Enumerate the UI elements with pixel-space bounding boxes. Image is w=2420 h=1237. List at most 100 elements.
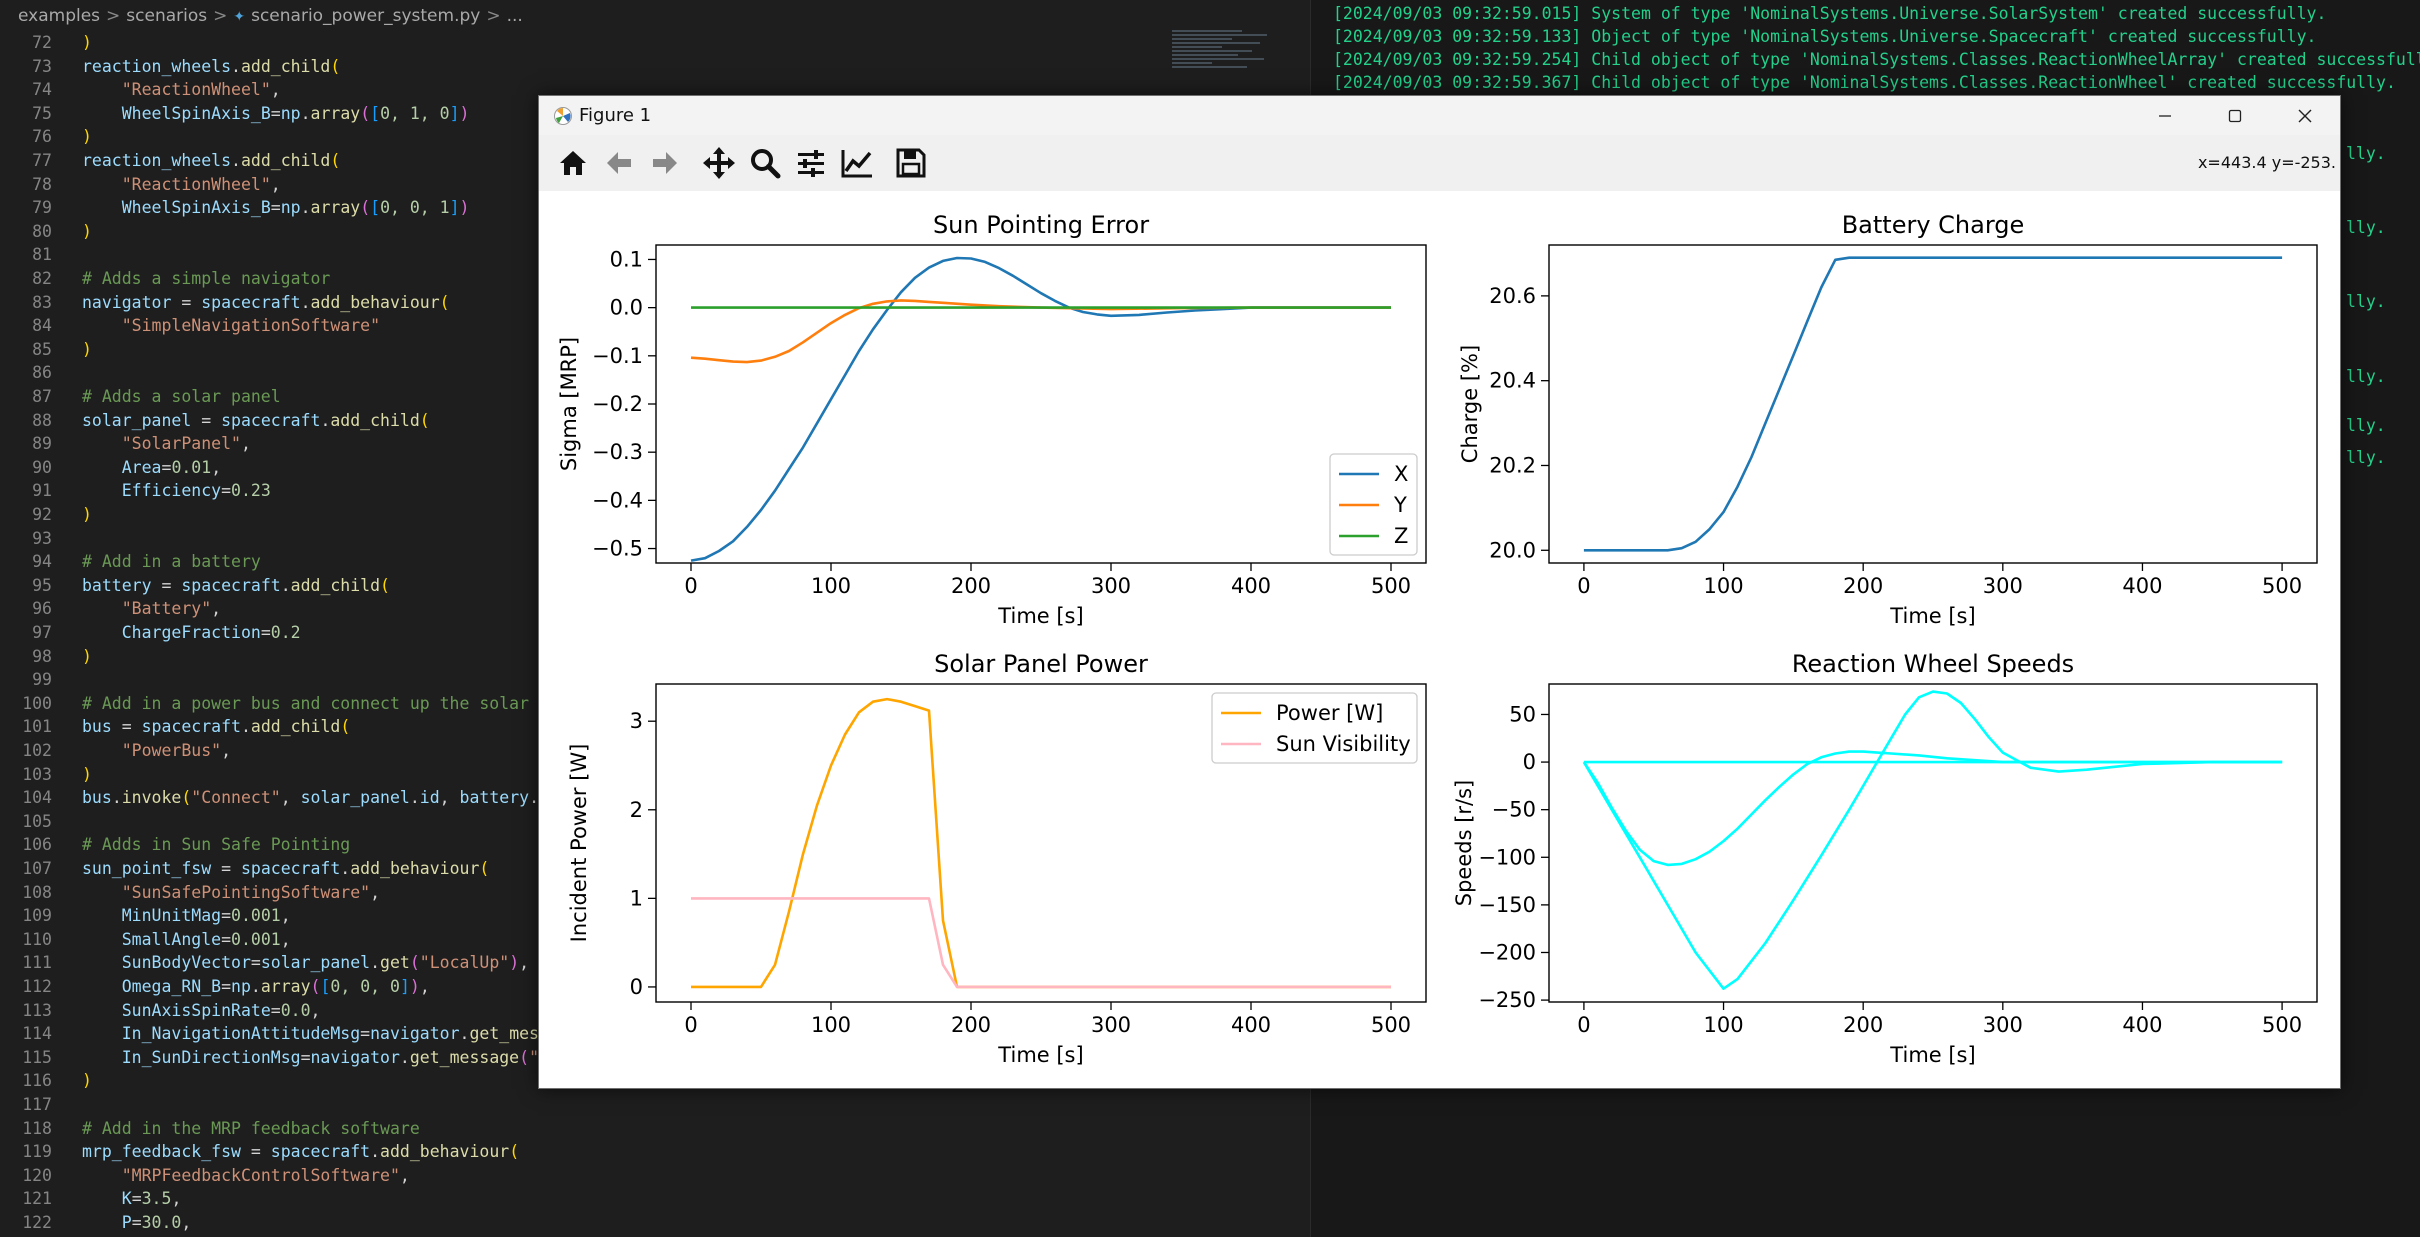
code-line[interactable]: 101 bus = spacecraft.add_child( [0, 715, 1300, 739]
code-token: spacecraft [141, 717, 241, 737]
code-line[interactable]: 99 [0, 668, 1300, 692]
code-line[interactable]: 74 "ReactionWheel", [0, 78, 1300, 102]
forward-button[interactable] [645, 144, 685, 182]
close-icon [2298, 109, 2312, 122]
code-token: ( [181, 788, 192, 808]
code-line[interactable]: 103) [0, 763, 1300, 787]
code-line[interactable]: 100 # Add in a power bus and connect up t… [0, 692, 1300, 716]
minimize-button[interactable] [2130, 96, 2200, 135]
line-number: 94 [32, 552, 52, 572]
code-line[interactable]: 95 battery = spacecraft.add_child( [0, 574, 1300, 598]
code-text: SunAxisSpinRate=0.0, [82, 999, 321, 1023]
line-number: 107 [22, 859, 52, 878]
code-line[interactable]: 76) [0, 125, 1300, 149]
code-line[interactable]: 86 [0, 361, 1300, 385]
chart-1: 0 100 200 300 400 500 0.1 0.0 −0.1 −0.2 −0.3 −0.4 −0… [557, 211, 1427, 628]
pan-button[interactable] [699, 144, 739, 182]
code-line[interactable]: 106 # Adds in Sun Safe Pointing [0, 833, 1300, 857]
back-button[interactable] [599, 144, 639, 182]
code-text: SunBodyVector=solar_panel.get("LocalUp")… [82, 951, 529, 975]
plot-frame [655, 683, 1427, 1003]
code-line[interactable]: 120 "MRPFeedbackControlSoftware", [0, 1164, 1300, 1188]
code-token: , [240, 434, 251, 454]
code-line[interactable]: 73 reaction_wheels.add_child( [0, 55, 1300, 79]
code-line[interactable]: 87 # Adds a solar panel [0, 385, 1300, 409]
y-axis-label: Incident Power [W] [567, 744, 591, 943]
code-token: = [240, 1142, 271, 1162]
code-line[interactable]: 88 solar_panel = spacecraft.add_child( [0, 409, 1300, 433]
edit-axis-button[interactable] [837, 144, 877, 182]
code-line[interactable]: 112 Omega_RN_B=np.array([0, 0, 0]), [0, 975, 1300, 999]
code-line[interactable]: 119 mrp_feedback_fsw = spacecraft.add_beh… [0, 1140, 1300, 1164]
code-line[interactable]: 114 In_NavigationAttitudeMsg=navigator.g… [0, 1022, 1300, 1046]
code-line[interactable]: 111 SunBodyVector=solar_panel.get("Local… [0, 951, 1300, 975]
line-number: 81 [32, 245, 52, 265]
code-line[interactable]: 96 "Battery", [0, 597, 1300, 621]
code-line[interactable]: 105 [0, 810, 1300, 834]
line-number: 78 [32, 174, 52, 194]
code-line[interactable]: 116) [0, 1069, 1300, 1093]
x-axis-label: Time [s] [1889, 604, 1975, 628]
zoom-button[interactable] [745, 144, 785, 182]
y-tick-label: 2 [630, 798, 643, 822]
code-line[interactable]: 122 P=30.0, [0, 1211, 1300, 1235]
breadcrumb-folder-examples[interactable]: examples [18, 6, 101, 26]
configure-subplots-icon [798, 150, 824, 177]
code-line[interactable]: 81 [0, 243, 1300, 267]
code-text: Omega_RN_B=np.array([0, 0, 0]), [82, 975, 430, 999]
code-token: . [459, 1024, 470, 1044]
maximize-button[interactable] [2200, 96, 2270, 135]
code-token: . [409, 788, 420, 808]
code-line[interactable]: 90 Area=0.01, [0, 456, 1300, 480]
code-line[interactable]: 79 WheelSpinAxis_B=np.array([0, 0, 1]) [0, 196, 1300, 220]
code-line[interactable]: 97 ChargeFraction=0.2 [0, 621, 1300, 645]
figure-titlebar[interactable]: Figure 1 [539, 96, 2340, 135]
code-line[interactable]: 107 sun_point_fsw = spacecraft.add_behavi… [0, 857, 1300, 881]
edit-axis-icon [841, 150, 872, 178]
code-text: P=30.0, [82, 1211, 192, 1235]
line-number: 117 [22, 1095, 52, 1114]
breadcrumb-file[interactable]: scenario_power_system.py [251, 6, 481, 26]
home-button[interactable] [553, 144, 593, 182]
code-token: ) [509, 953, 520, 973]
code-line[interactable]: 110 SmallAngle=0.001, [0, 928, 1300, 952]
code-line[interactable]: 75 WheelSpinAxis_B=np.array([0, 1, 0]) [0, 102, 1300, 126]
code-line[interactable]: 82 # Adds a simple navigator [0, 267, 1300, 291]
code-token: [ [320, 977, 331, 996]
code-line[interactable]: 109 MinUnitMag=0.001, [0, 904, 1300, 928]
code-line[interactable]: 72) [0, 31, 1300, 55]
code-line[interactable]: 108 "SunSafePointingSoftware", [0, 881, 1300, 905]
code-line[interactable]: 91 Efficiency=0.23 [0, 479, 1300, 503]
code-line[interactable]: 80) [0, 220, 1300, 244]
code-token: = [221, 977, 232, 996]
close-button[interactable] [2270, 96, 2340, 135]
code-line[interactable]: 93 [0, 527, 1300, 551]
code-line[interactable]: 78 "ReactionWheel", [0, 173, 1300, 197]
code-line[interactable]: 113 SunAxisSpinRate=0.0, [0, 999, 1300, 1023]
editor-minimap[interactable] [1172, 28, 1292, 88]
code-line[interactable]: 92) [0, 503, 1300, 527]
code-text: # Adds a solar panel [82, 385, 281, 409]
code-line[interactable]: 121 K=3.5, [0, 1187, 1300, 1211]
line-number: 102 [22, 741, 52, 760]
code-line[interactable]: 102 "PowerBus", [0, 739, 1300, 763]
code-line[interactable]: 117 [0, 1093, 1300, 1117]
code-line[interactable]: 98) [0, 645, 1300, 669]
code-line[interactable]: 118 # Add in the MRP feedback software [0, 1117, 1300, 1141]
breadcrumb-symbol[interactable]: ... [506, 6, 523, 26]
code-line[interactable]: 77 reaction_wheels.add_child( [0, 149, 1300, 173]
y-tick-label: 20.2 [1489, 453, 1536, 477]
code-line[interactable]: 94 # Add in a battery [0, 550, 1300, 574]
code-line[interactable]: 89 "SolarPanel", [0, 432, 1300, 456]
code-line[interactable]: 85) [0, 338, 1300, 362]
code-editor[interactable]: 72) 73 reaction_wheels.add_child(74 "React… [0, 31, 1310, 1237]
code-line[interactable]: 104 bus.invoke("Connect", solar_panel.id,… [0, 786, 1300, 810]
breadcrumb-folder-scenarios[interactable]: scenarios [126, 6, 208, 26]
x-axis-label: Time [s] [997, 604, 1083, 628]
figure-window[interactable]: Figure 1 [538, 95, 2341, 1089]
configure-subplots-button[interactable] [791, 144, 831, 182]
code-line[interactable]: 83 navigator = spacecraft.add_behaviour( [0, 291, 1300, 315]
save-button[interactable] [891, 144, 931, 182]
code-line[interactable]: 84 "SimpleNavigationSoftware" [0, 314, 1300, 338]
figure-canvas[interactable]: 0 100 200 300 400 500 0.1 0.0 −0.1 −0.2 −0.3 −0.4 −0… [539, 191, 2340, 1087]
